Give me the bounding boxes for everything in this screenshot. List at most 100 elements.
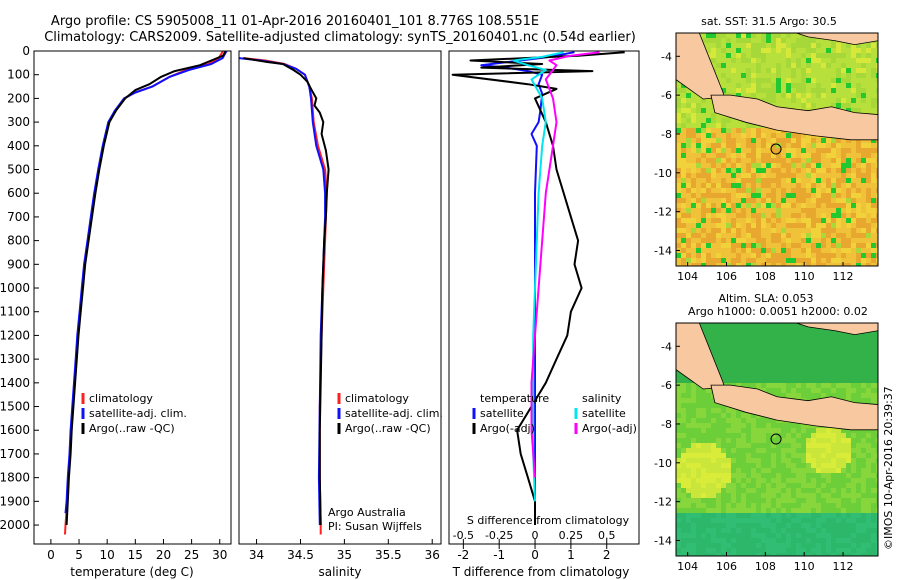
map-cell: [726, 378, 732, 384]
map-cell: [841, 48, 847, 54]
map-cell: [741, 338, 747, 344]
map-cell: [751, 513, 757, 519]
map-cell: [736, 58, 742, 64]
map-cell: [796, 183, 802, 189]
map-cell: [701, 243, 707, 249]
map-cell: [846, 238, 852, 244]
map-cell: [766, 233, 772, 239]
map-cell: [706, 103, 712, 109]
map-cell: [806, 258, 812, 264]
map-cell: [776, 178, 782, 184]
map-cell: [806, 133, 812, 139]
map-cell: [841, 498, 847, 504]
map-cell: [816, 173, 822, 179]
map-cell: [696, 483, 702, 489]
map-cell: [811, 58, 817, 64]
map-cell: [741, 48, 747, 54]
map-cell: [766, 213, 772, 219]
map-cell: [876, 58, 878, 64]
map-cell: [861, 163, 867, 169]
map-cell: [771, 158, 777, 164]
map-cell: [861, 233, 867, 239]
map-cell: [776, 388, 782, 394]
map-cell: [701, 468, 707, 474]
map-cell: [806, 173, 812, 179]
map-cell: [821, 63, 827, 69]
map-cell: [676, 373, 682, 379]
map-cell: [801, 433, 807, 439]
map-cell: [776, 168, 782, 174]
map-cell: [786, 548, 792, 554]
map-cell: [761, 428, 767, 434]
map-cell: [816, 548, 822, 554]
map-cell: [681, 243, 687, 249]
map-cell: [841, 53, 847, 59]
map-cell: [761, 348, 767, 354]
map-cell: [731, 428, 737, 434]
map-cell: [766, 418, 772, 424]
map-cell: [741, 258, 747, 264]
map-cell: [736, 458, 742, 464]
map-cell: [761, 173, 767, 179]
map-cell: [856, 543, 862, 549]
map-cell: [836, 228, 842, 234]
java-landmass: [710, 94, 878, 141]
map-cell: [836, 528, 842, 534]
map-cell: [726, 73, 732, 79]
map-cell: [861, 438, 867, 444]
map-cell: [766, 423, 772, 429]
map-cell: [766, 138, 772, 144]
map-cell: [771, 53, 777, 59]
map-x-tick-label: 112: [833, 560, 854, 573]
map-cell: [721, 128, 727, 134]
map-cell: [851, 258, 857, 264]
map-cell: [761, 338, 767, 344]
map-cell: [791, 223, 797, 229]
map-cell: [826, 453, 832, 459]
map-cell: [866, 223, 872, 229]
map-cell: [751, 73, 757, 79]
map-cell: [791, 483, 797, 489]
map-cell: [871, 468, 877, 474]
map-cell: [726, 498, 732, 504]
map-cell: [721, 468, 727, 474]
map-cell: [846, 173, 852, 179]
map-cell: [811, 143, 817, 149]
map-cell: [746, 233, 752, 239]
map-cell: [821, 488, 827, 494]
map-cell: [691, 483, 697, 489]
map-cell: [831, 103, 837, 109]
map-cell: [711, 238, 717, 244]
map-cell: [766, 328, 772, 334]
map-cell: [821, 253, 827, 259]
map-cell: [806, 388, 812, 394]
map-cell: [791, 88, 797, 94]
map-cell: [721, 503, 727, 509]
map-cell: [846, 523, 852, 529]
map-cell: [796, 448, 802, 454]
map-cell: [876, 178, 878, 184]
map-cell: [866, 218, 872, 224]
map-cell: [831, 538, 837, 544]
map-cell: [731, 168, 737, 174]
map-cell: [706, 393, 712, 399]
map-cell: [766, 373, 772, 379]
map-cell: [871, 253, 877, 259]
map-cell: [746, 33, 752, 39]
map-cell: [781, 393, 787, 399]
map-cell: [811, 368, 817, 374]
map-cell: [826, 243, 832, 249]
map-cell: [716, 513, 722, 519]
map-cell: [736, 68, 742, 74]
map-cell: [716, 263, 722, 266]
map-cell: [776, 383, 782, 389]
map-x-tick-label: 110: [794, 560, 815, 573]
map-cell: [686, 103, 692, 109]
map-cell: [726, 473, 732, 479]
map-cell: [781, 143, 787, 149]
map-cell: [701, 143, 707, 149]
map-cell: [796, 363, 802, 369]
map-cell: [851, 368, 857, 374]
map-cell: [821, 38, 827, 44]
map-cell: [856, 43, 862, 49]
